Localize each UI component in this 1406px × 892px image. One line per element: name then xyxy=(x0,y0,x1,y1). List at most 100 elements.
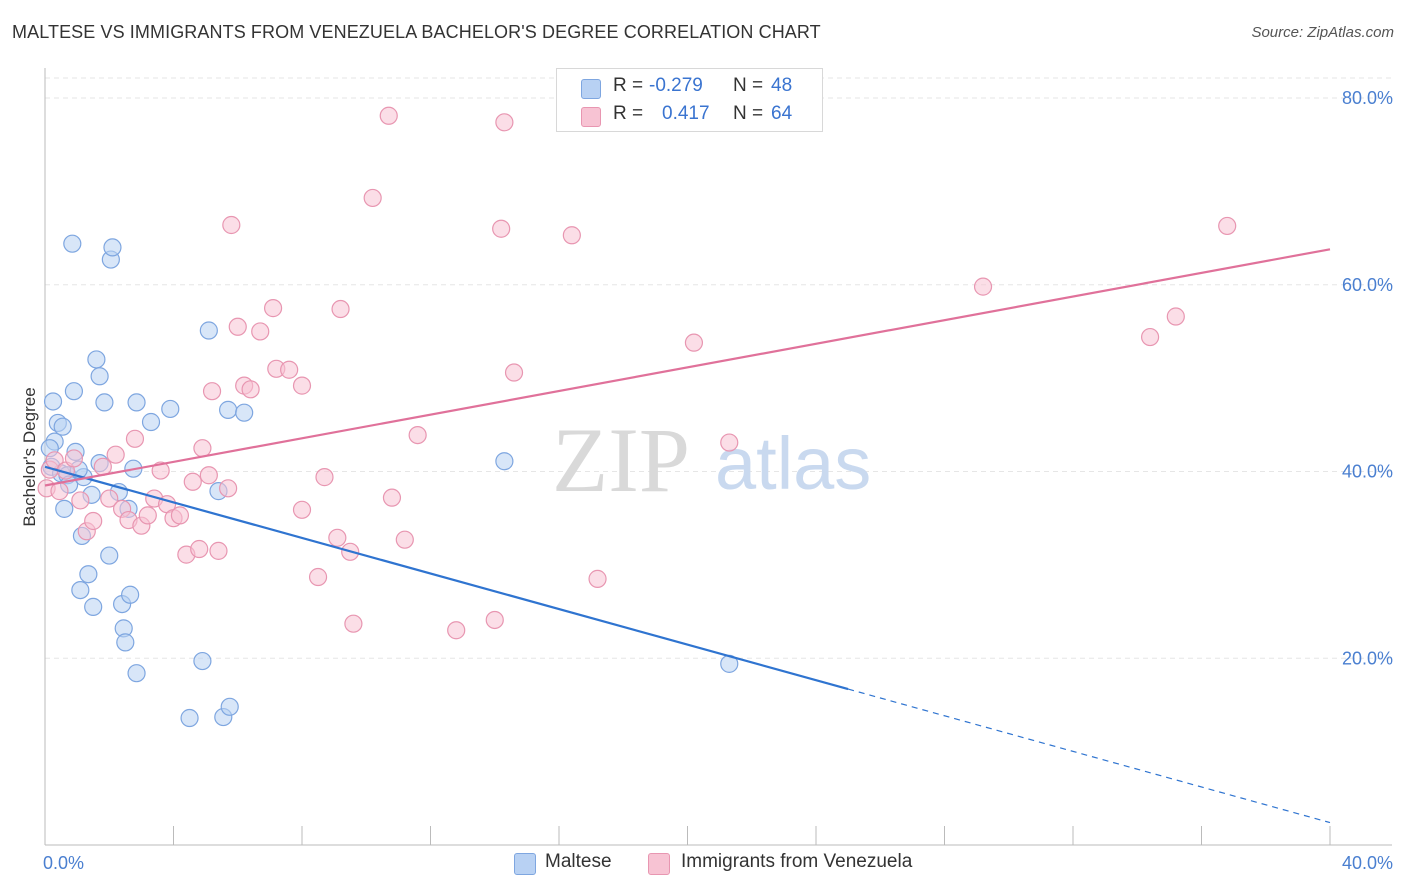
venezuela-point xyxy=(1140,327,1160,347)
venezuela-point xyxy=(241,380,260,399)
maltese-point xyxy=(121,585,140,604)
y-tick-label: 20.0% xyxy=(1342,648,1393,668)
venezuela-point xyxy=(344,614,363,633)
maltese-point xyxy=(90,367,109,386)
bottom-legend-maltese: Maltese xyxy=(545,851,612,872)
legend-r-value-maltese: -0.279 xyxy=(649,75,703,96)
venezuela-point xyxy=(138,506,157,525)
legend-r-value-venezuela: 0.417 xyxy=(662,103,710,124)
legend-n-label: N = xyxy=(733,103,764,124)
maltese-point xyxy=(103,238,122,257)
venezuela-point xyxy=(199,466,218,485)
maltese-point xyxy=(100,546,119,565)
venezuela-point xyxy=(308,567,328,587)
venezuela-point xyxy=(973,277,993,296)
venezuela-point xyxy=(106,445,125,464)
legend-r-label: R = xyxy=(613,103,644,124)
venezuela-point xyxy=(151,461,170,480)
gridlines xyxy=(45,77,1392,659)
venezuela-point xyxy=(363,188,382,208)
tick-labels: 20.0% 40.0% 60.0% 80.0% 0.0% 40.0% xyxy=(43,88,1393,873)
legend-swatch-maltese xyxy=(581,79,601,99)
venezuela-point xyxy=(125,429,145,448)
legend-swatch-venezuela xyxy=(581,107,601,127)
venezuela-point xyxy=(1218,216,1237,236)
chart-source: Source: ZipAtlas.com xyxy=(1251,24,1394,41)
maltese-point xyxy=(71,580,90,600)
maltese-point xyxy=(127,393,146,412)
chart-title: MALTESE VS IMMIGRANTS FROM VENEZUELA BAC… xyxy=(12,22,821,42)
venezuela-point xyxy=(183,472,202,491)
maltese-point xyxy=(64,382,84,401)
x-tick-label: 0.0% xyxy=(43,853,84,873)
venezuela-point xyxy=(228,317,247,336)
venezuela-point xyxy=(190,539,209,559)
venezuela-point xyxy=(292,376,312,395)
venezuela-point xyxy=(504,363,524,382)
maltese-point xyxy=(63,234,82,253)
maltese-point xyxy=(79,565,98,584)
venezuela-point xyxy=(492,219,511,238)
y-tick-label: 40.0% xyxy=(1342,462,1393,482)
venezuela-point xyxy=(170,506,190,525)
venezuela-points xyxy=(37,106,1237,640)
venezuela-point xyxy=(71,491,90,510)
maltese-point xyxy=(84,597,103,616)
venezuela-point xyxy=(495,113,514,132)
venezuela-point xyxy=(202,382,222,401)
x-tick-label: 40.0% xyxy=(1342,853,1393,873)
venezuela-point xyxy=(395,530,414,549)
venezuela-point xyxy=(485,610,504,630)
venezuela-point xyxy=(562,226,581,245)
watermark: ZIP atlas xyxy=(552,409,871,511)
venezuela-point xyxy=(263,299,283,318)
maltese-point xyxy=(141,412,161,432)
maltese-point xyxy=(219,400,238,419)
venezuela-point xyxy=(209,541,228,560)
venezuela-point xyxy=(1166,307,1185,326)
maltese-point xyxy=(235,403,254,422)
legend-n-label: N = xyxy=(733,75,764,96)
venezuela-point xyxy=(720,433,739,452)
maltese-point xyxy=(53,417,72,436)
legend-r-label: R = xyxy=(613,75,644,96)
venezuela-point xyxy=(382,488,402,507)
venezuela-point xyxy=(251,322,270,341)
maltese-point xyxy=(193,651,212,671)
y-tick-label: 80.0% xyxy=(1342,88,1393,108)
venezuela-trend-line xyxy=(44,248,1331,487)
venezuela-point xyxy=(315,468,334,487)
venezuela-point xyxy=(328,528,347,547)
legend-n-value-maltese: 48 xyxy=(771,75,793,96)
trend-lines xyxy=(44,248,1331,824)
y-tick-label: 60.0% xyxy=(1342,275,1393,295)
maltese-point xyxy=(87,350,106,369)
maltese-point xyxy=(55,499,74,518)
legend-n-value-venezuela: 64 xyxy=(771,103,793,124)
watermark-atlas: atlas xyxy=(715,422,871,505)
maltese-trend-line xyxy=(44,465,849,691)
venezuela-point xyxy=(379,106,398,125)
y-axis-label: Bachelor's Degree xyxy=(20,387,39,526)
venezuela-point xyxy=(588,569,607,588)
maltese-point xyxy=(495,452,514,471)
venezuela-point xyxy=(50,482,69,501)
venezuela-point xyxy=(280,360,299,379)
maltese-point xyxy=(127,664,146,683)
correlation-legend: R = -0.279 N = 48 R = 0.417 N = 64 xyxy=(556,68,823,132)
axes xyxy=(44,68,1392,846)
maltese-point xyxy=(43,392,63,411)
venezuela-point xyxy=(64,449,84,468)
maltese-point xyxy=(161,399,180,419)
venezuela-point xyxy=(684,333,704,352)
venezuela-point xyxy=(100,489,119,508)
maltese-point xyxy=(180,708,199,728)
bottom-legend-venezuela: Immigrants from Venezuela xyxy=(681,851,913,872)
venezuela-point xyxy=(219,479,238,498)
maltese-point xyxy=(199,321,218,340)
venezuela-point xyxy=(193,439,212,458)
watermark-zip: ZIP xyxy=(552,409,690,511)
venezuela-point xyxy=(447,621,466,640)
maltese-trend-extension xyxy=(847,688,1331,824)
